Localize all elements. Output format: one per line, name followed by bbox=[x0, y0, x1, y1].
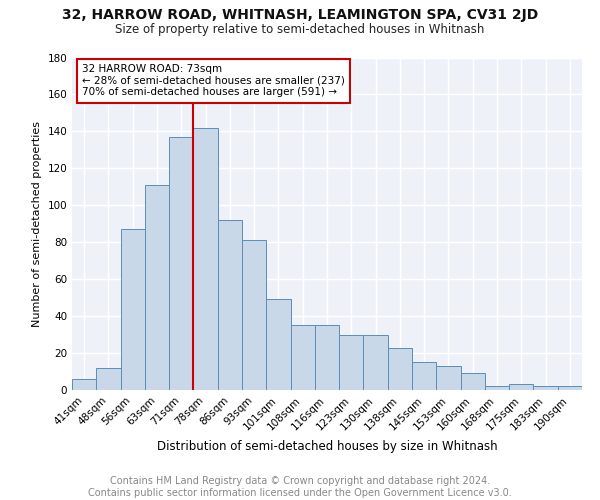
Bar bbox=[315, 326, 339, 390]
Bar bbox=[72, 379, 96, 390]
Bar bbox=[242, 240, 266, 390]
Bar bbox=[388, 348, 412, 390]
Bar bbox=[436, 366, 461, 390]
Text: Contains HM Land Registry data © Crown copyright and database right 2024.
Contai: Contains HM Land Registry data © Crown c… bbox=[88, 476, 512, 498]
X-axis label: Distribution of semi-detached houses by size in Whitnash: Distribution of semi-detached houses by … bbox=[157, 440, 497, 453]
Bar bbox=[364, 334, 388, 390]
Y-axis label: Number of semi-detached properties: Number of semi-detached properties bbox=[32, 120, 42, 327]
Bar bbox=[96, 368, 121, 390]
Bar bbox=[169, 137, 193, 390]
Bar bbox=[193, 128, 218, 390]
Bar bbox=[509, 384, 533, 390]
Bar bbox=[145, 185, 169, 390]
Bar bbox=[339, 334, 364, 390]
Bar bbox=[218, 220, 242, 390]
Bar bbox=[461, 374, 485, 390]
Bar bbox=[121, 230, 145, 390]
Bar bbox=[533, 386, 558, 390]
Bar bbox=[412, 362, 436, 390]
Bar bbox=[485, 386, 509, 390]
Text: 32, HARROW ROAD, WHITNASH, LEAMINGTON SPA, CV31 2JD: 32, HARROW ROAD, WHITNASH, LEAMINGTON SP… bbox=[62, 8, 538, 22]
Text: 32 HARROW ROAD: 73sqm
← 28% of semi-detached houses are smaller (237)
70% of sem: 32 HARROW ROAD: 73sqm ← 28% of semi-deta… bbox=[82, 64, 345, 98]
Bar bbox=[266, 300, 290, 390]
Bar bbox=[290, 326, 315, 390]
Bar bbox=[558, 386, 582, 390]
Text: Size of property relative to semi-detached houses in Whitnash: Size of property relative to semi-detach… bbox=[115, 22, 485, 36]
